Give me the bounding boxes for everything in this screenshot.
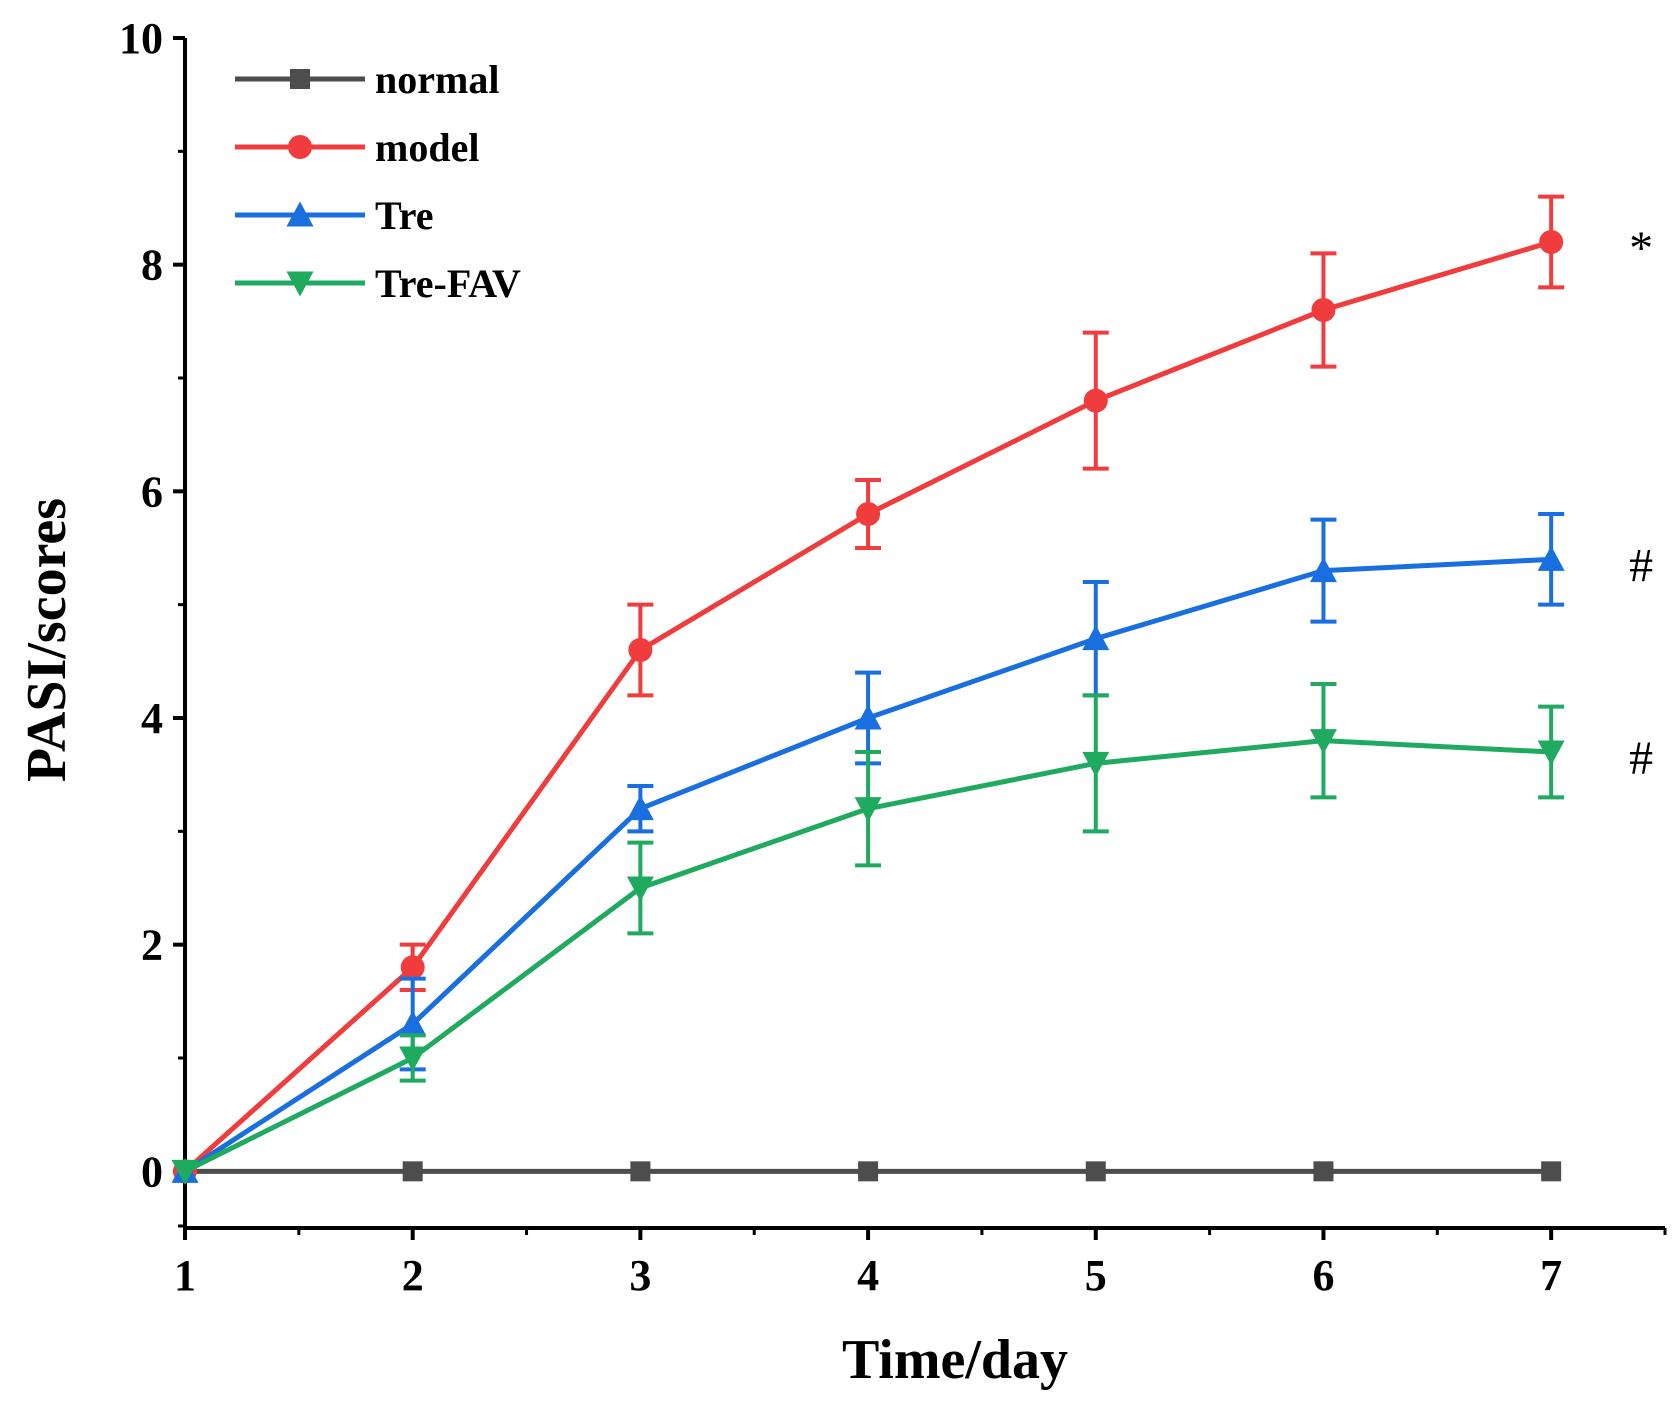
x-tick-label: 2	[402, 1251, 424, 1300]
data-point	[1085, 1161, 1106, 1182]
data-point	[1309, 557, 1337, 583]
data-point	[1313, 1161, 1334, 1182]
data-point	[399, 1010, 427, 1036]
legend-marker	[288, 135, 312, 159]
series-tre	[171, 512, 1565, 1183]
y-tick-label: 4	[141, 694, 163, 743]
x-tick-label: 1	[174, 1251, 196, 1300]
data-point	[1537, 740, 1565, 766]
series-tre-fav	[171, 682, 1565, 1185]
legend-label: Tre	[375, 193, 434, 238]
x-tick-label: 5	[1085, 1251, 1107, 1300]
data-point	[1082, 751, 1110, 777]
data-point	[399, 1046, 427, 1072]
legend-label: model	[375, 125, 479, 170]
y-tick-label: 10	[119, 14, 163, 63]
legend-marker	[286, 201, 314, 227]
annotations: * # #	[1629, 222, 1653, 785]
data-point	[1539, 230, 1564, 254]
x-tick-label: 6	[1312, 1251, 1334, 1300]
data-point	[630, 1161, 651, 1182]
data-point	[854, 797, 882, 823]
data-point	[1083, 388, 1108, 413]
legend-item: normal	[235, 57, 499, 102]
data-point	[1311, 298, 1336, 322]
data-point	[628, 638, 653, 662]
x-axis-title: Time/day	[842, 1329, 1068, 1391]
y-tick-label: 2	[141, 921, 163, 970]
significance-mark: #	[1629, 539, 1653, 592]
data-point	[1541, 1161, 1562, 1182]
data-point	[626, 876, 654, 902]
legend-item: Tre-FAV	[235, 261, 521, 306]
legend-label: normal	[375, 57, 499, 102]
significance-mark: *	[1629, 222, 1653, 275]
legend-marker	[286, 271, 314, 297]
data-point	[858, 1161, 879, 1182]
data-point	[854, 704, 882, 730]
series-layer	[171, 194, 1565, 1185]
x-tick-label: 3	[629, 1251, 651, 1300]
legend-item: model	[235, 125, 479, 170]
series-normal	[175, 1161, 1562, 1182]
data-point	[402, 1161, 423, 1182]
y-tick-label: 6	[141, 467, 163, 516]
legend-marker	[290, 69, 310, 89]
data-point	[626, 795, 654, 821]
y-tick-label: 8	[141, 241, 163, 290]
data-point	[171, 1159, 199, 1185]
data-point	[400, 955, 425, 980]
significance-mark: #	[1629, 732, 1653, 785]
data-point	[856, 502, 881, 526]
y-tick-label: 0	[141, 1147, 163, 1196]
legend-label: Tre-FAV	[375, 261, 521, 306]
y-axis-title: PASI/scores	[16, 498, 78, 782]
legend: normal model Tre Tre-FAV	[235, 57, 521, 306]
legend-item: Tre	[235, 193, 434, 238]
x-tick-label: 4	[857, 1251, 879, 1300]
x-tick-label: 7	[1540, 1251, 1562, 1300]
data-point	[1082, 625, 1110, 651]
data-point	[1309, 729, 1337, 755]
data-point	[1537, 545, 1565, 571]
